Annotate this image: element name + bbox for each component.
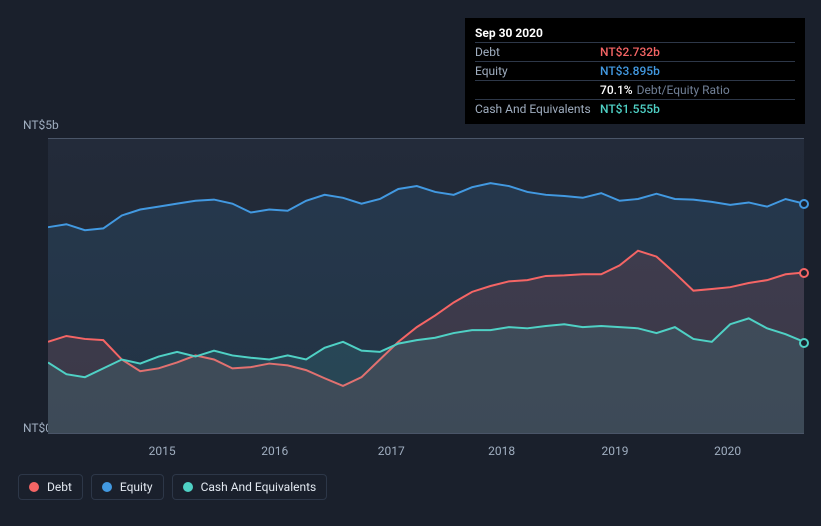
tooltip-row: 70.1% Debt/Equity Ratio — [475, 81, 795, 100]
tooltip-row-label: Cash And Equivalents — [475, 102, 600, 116]
legend-label: Debt — [47, 480, 72, 494]
chart-tooltip: Sep 30 2020 DebtNT$2.732bEquityNT$3.895b… — [465, 18, 805, 124]
x-axis-year-label: 2015 — [149, 444, 176, 458]
tooltip-row-value: 70.1% — [600, 83, 633, 97]
tooltip-row: DebtNT$2.732b — [475, 43, 795, 62]
x-axis-year-label: 2016 — [261, 444, 288, 458]
tooltip-row-label: Debt — [475, 45, 600, 59]
x-axis-labels: 2015 2016 2017 2018 2019 2020 — [48, 444, 804, 464]
x-axis-year-label: 2019 — [602, 444, 629, 458]
tooltip-row-extra: Debt/Equity Ratio — [637, 83, 730, 97]
x-axis-year-label: 2020 — [714, 444, 741, 458]
x-axis-year-label: 2018 — [488, 444, 515, 458]
legend-label: Equity — [120, 480, 153, 494]
tooltip-date: Sep 30 2020 — [475, 24, 795, 43]
tooltip-row-value: NT$1.555b — [600, 102, 660, 116]
legend-item[interactable]: Cash And Equivalents — [172, 474, 328, 500]
chart-plot-area[interactable] — [48, 138, 804, 434]
tooltip-row-label — [475, 83, 600, 97]
series-end-marker — [799, 268, 809, 278]
series-end-marker — [799, 199, 809, 209]
legend-label: Cash And Equivalents — [201, 480, 317, 494]
series-end-marker — [799, 338, 809, 348]
legend-item[interactable]: Equity — [91, 474, 164, 500]
legend-item[interactable]: Debt — [18, 474, 83, 500]
legend-marker-icon — [29, 482, 39, 492]
tooltip-row-label: Equity — [475, 64, 600, 78]
tooltip-row: Cash And EquivalentsNT$1.555b — [475, 100, 795, 118]
legend-marker-icon — [183, 482, 193, 492]
legend-marker-icon — [102, 482, 112, 492]
tooltip-row: EquityNT$3.895b — [475, 62, 795, 81]
tooltip-row-value: NT$2.732b — [600, 45, 660, 59]
chart-legend: Debt Equity Cash And Equivalents — [18, 474, 327, 500]
tooltip-row-value: NT$3.895b — [600, 64, 660, 78]
y-axis-max-label: NT$5b — [23, 118, 59, 132]
x-axis-year-label: 2017 — [378, 444, 405, 458]
